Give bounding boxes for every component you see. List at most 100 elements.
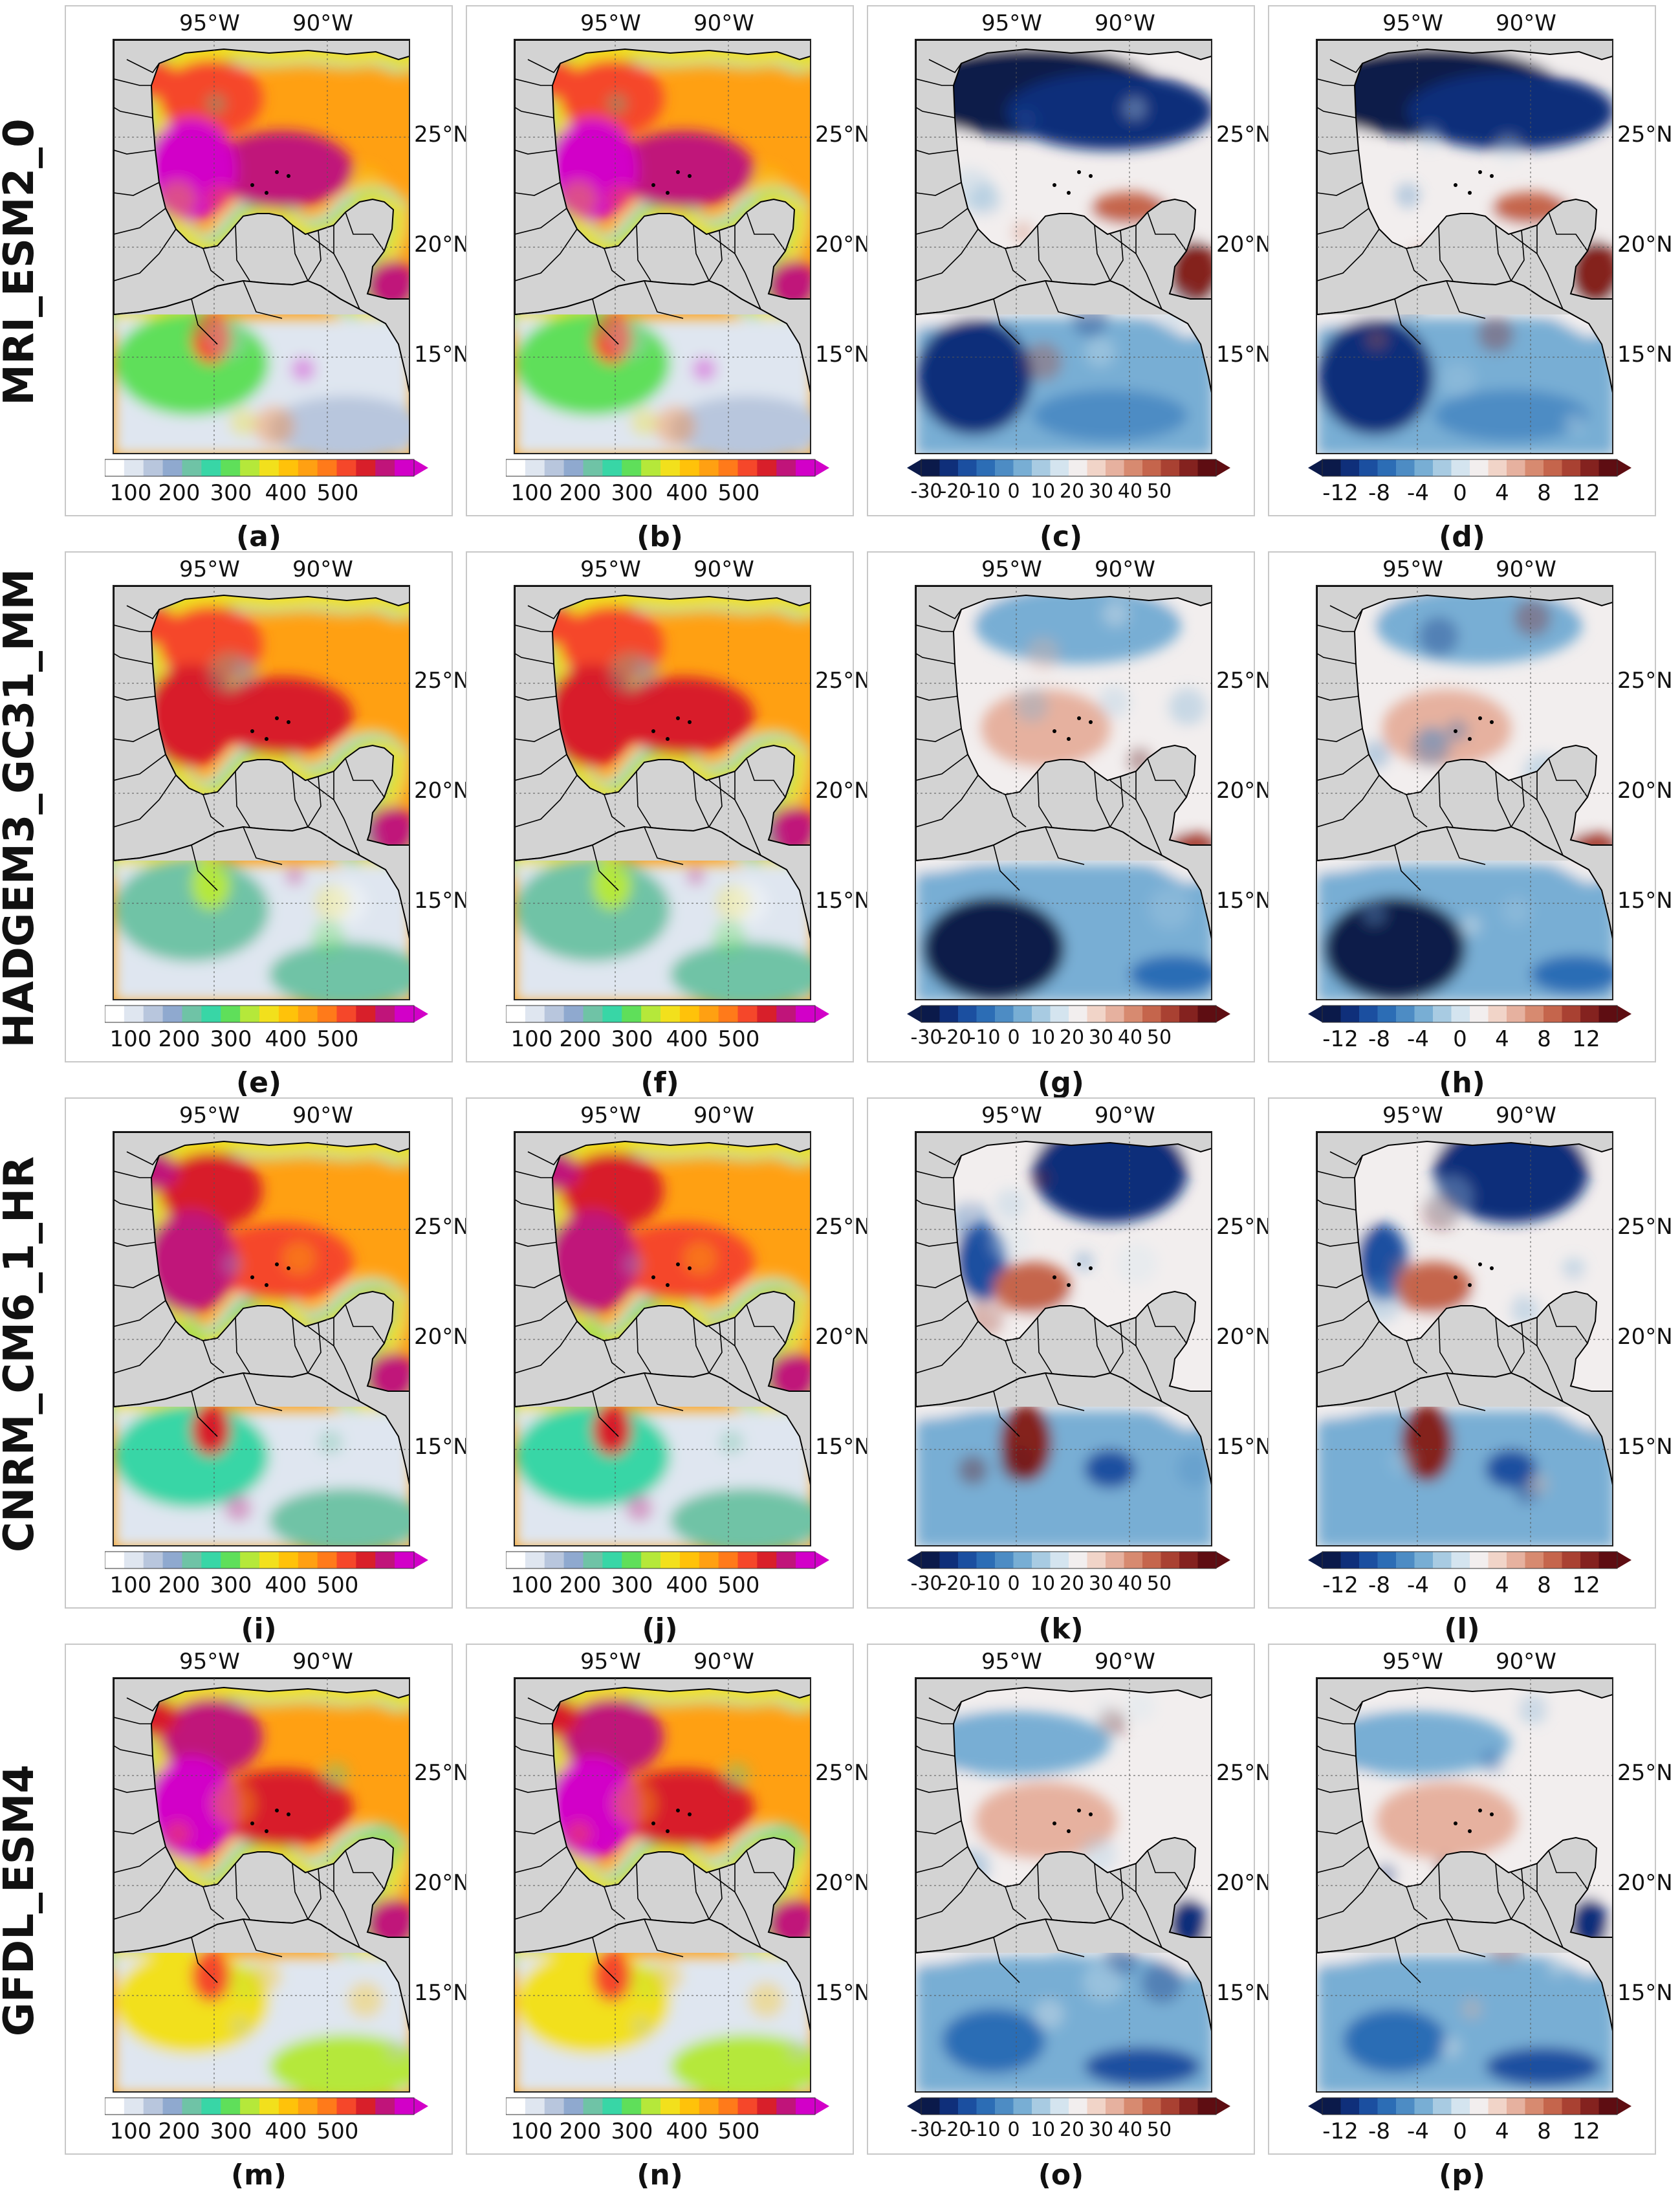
field-speckle — [158, 181, 197, 219]
island — [250, 183, 254, 187]
state-border — [1394, 298, 1421, 345]
map-panel: 95°W 90°W 25°N 20°N 15°N -12 -8 -4 0 4 8 12 (l) — [1268, 1097, 1673, 1645]
latitude-label: 20°N — [815, 778, 871, 804]
colorbar-swatch — [939, 2098, 959, 2115]
colorbar-arrow-right — [414, 459, 428, 476]
map-area — [1316, 39, 1613, 454]
state-border — [114, 775, 177, 828]
state-border — [708, 776, 723, 828]
panel-label: (b) — [637, 520, 683, 553]
colorbar-swatch — [240, 1006, 260, 1022]
colorbar-tick-label: 4 — [1495, 1572, 1509, 1598]
field-blob — [1084, 2047, 1201, 2086]
field-speckle — [999, 1444, 1037, 1482]
colorbar-swatch — [259, 1006, 279, 1022]
colorbar-swatch — [544, 2098, 565, 2115]
panel-label: (k) — [1038, 1612, 1084, 1645]
longitude-label: 90°W — [1496, 1649, 1556, 1675]
map-panel: 95°W 90°W 25°N 20°N 15°N -12 -8 -4 0 4 8 12 (h) — [1268, 551, 1673, 1099]
colorbar-swatch — [737, 459, 758, 476]
state-border — [916, 107, 955, 118]
latitude-label: 15°N — [1216, 1980, 1272, 2006]
pacific-field — [916, 1411, 1211, 1545]
island — [688, 720, 692, 724]
colorbar-tick-label: -20 — [939, 1026, 972, 1049]
longitude-label: 95°W — [1382, 1103, 1443, 1128]
colorbar-tick-label: 500 — [717, 1026, 760, 1052]
state-border — [1536, 225, 1564, 310]
colorbar-ticks: 100 200 300 400 500 — [105, 480, 428, 509]
colorbar-swatch — [1451, 459, 1470, 476]
land-central-america — [1317, 827, 1612, 936]
colorbar-swatch — [182, 2098, 202, 2115]
row-model-label: MRI_ESM2_0 — [0, 118, 43, 406]
field-speckle — [1390, 1448, 1415, 1474]
colorbar-swatch — [1507, 1552, 1525, 1568]
field-blob — [159, 1152, 263, 1229]
island — [265, 737, 268, 741]
state-border — [114, 1242, 156, 1247]
map-panel: 95°W 90°W 25°N 20°N 15°N 100 200 300 400 500 (n) — [466, 1644, 871, 2192]
field-speckle — [1116, 1242, 1158, 1285]
state-border — [515, 107, 554, 118]
state-border — [693, 225, 710, 281]
latitude-label: 15°N — [414, 1980, 470, 2006]
state-border — [307, 1326, 334, 1347]
colorbar-arrow-left — [1308, 2098, 1322, 2115]
colorbar-swatch — [1544, 1552, 1562, 1568]
state-border — [114, 653, 153, 665]
latitude-label: 25°N — [815, 668, 871, 694]
state-border — [114, 754, 166, 781]
state-border — [1317, 1867, 1380, 1920]
colorbar-swatch — [641, 459, 661, 476]
state-border — [636, 1863, 651, 1920]
latitude-label: 25°N — [414, 1214, 470, 1240]
island — [676, 170, 680, 174]
colorbar-ticks: 100 200 300 400 500 — [506, 1026, 829, 1055]
state-border — [1005, 1340, 1027, 1374]
panel-label: (d) — [1439, 520, 1485, 553]
longitude-label: 95°W — [981, 556, 1042, 582]
colorbar-swatch — [336, 1006, 356, 1022]
colorbar-tick-label: -30 — [910, 2118, 943, 2141]
map-svg — [916, 40, 1211, 453]
colorbar-swatch — [1580, 2098, 1599, 2115]
colorbar-swatch — [1142, 2098, 1161, 2115]
state-border — [734, 1864, 761, 1948]
latitude-label: 25°N — [1617, 1760, 1673, 1786]
colorbar-tick-label: 8 — [1537, 1572, 1551, 1598]
colorbar-swatch — [660, 1006, 681, 1022]
field-speckle — [1026, 637, 1060, 671]
colorbar-tick-label: 12 — [1572, 2118, 1600, 2144]
field-blob — [1531, 955, 1612, 994]
colorbar-ticks: -30 -20 -10 0 10 20 30 40 50 — [907, 480, 1230, 509]
state-border — [114, 208, 166, 235]
longitude-label: 95°W — [179, 10, 240, 36]
land-central-america — [1317, 1373, 1612, 1482]
colorbar-container — [104, 2096, 428, 2116]
state-border — [1317, 728, 1363, 742]
colorbar — [104, 1005, 428, 1023]
field-speckle — [1564, 412, 1585, 434]
colorbar — [907, 1551, 1230, 1569]
field-blob — [1324, 897, 1466, 999]
state-border — [1317, 1321, 1380, 1374]
colorbar-tick-label: 4 — [1495, 2118, 1509, 2144]
field-speckle — [1168, 688, 1206, 726]
colorbar-tick-label: 500 — [316, 1572, 359, 1598]
state-border — [1135, 225, 1162, 310]
colorbar-swatch — [124, 459, 144, 476]
colorbar-tick-label: 200 — [559, 2118, 602, 2144]
colorbar-tick-label: 400 — [265, 1572, 307, 1598]
state-border — [1317, 1820, 1363, 1834]
colorbar — [907, 1005, 1230, 1023]
colorbar-tick-label: 4 — [1495, 480, 1509, 506]
state-border — [916, 1171, 954, 1178]
state-border — [592, 1391, 619, 1437]
field-blob — [670, 2034, 810, 2091]
state-border — [1094, 1863, 1111, 1920]
colorbar-swatch — [563, 1552, 584, 1568]
state-border — [114, 1300, 166, 1327]
colorbar-tick-label: 300 — [611, 2118, 653, 2144]
latitude-label: 20°N — [414, 1870, 470, 1896]
